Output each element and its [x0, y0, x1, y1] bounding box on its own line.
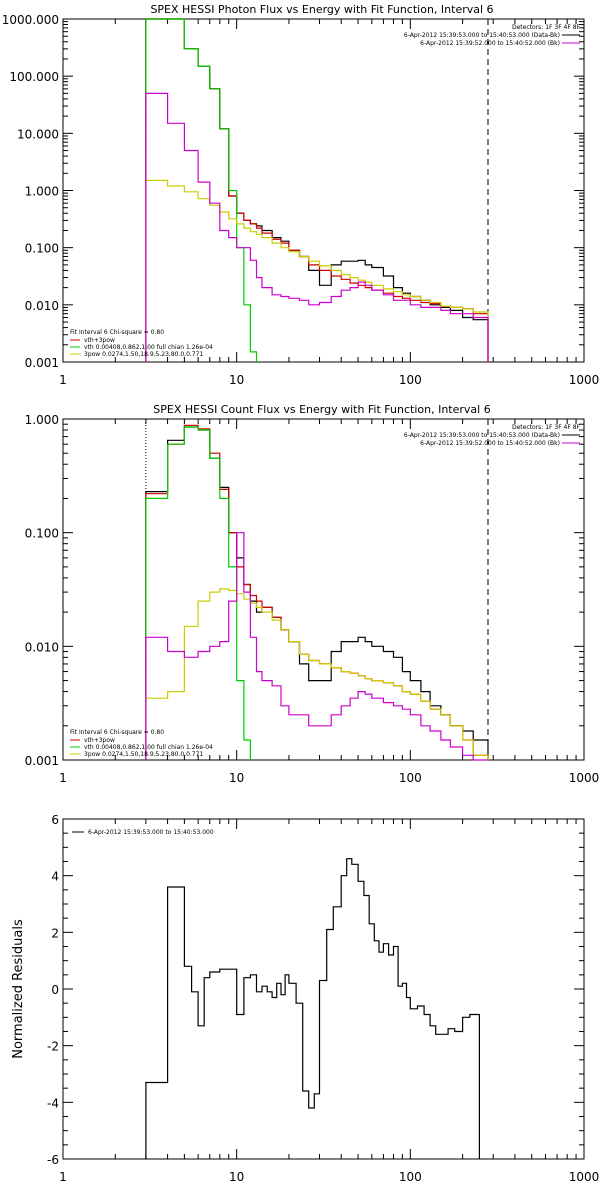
legend-residual: 6-Apr-2012 15:39:53.000 to 15:40:53.000 — [88, 829, 214, 836]
series-line-0 — [145, 18, 489, 362]
panel-2-ytick-label: 0.100 — [25, 527, 59, 541]
series-line-1 — [145, 18, 489, 362]
panel-1-legend-bottom-left: Fit Interval 6 Chi-square = 0.80 vth+3po… — [70, 329, 213, 358]
legend-vth: vth 0.00408,0.862,1.00 full chian 1.26e-… — [84, 344, 213, 351]
panel-3-x-tick-labels: 1 10 100 1000 — [59, 1170, 599, 1184]
panel-3-ytick-label: -4 — [47, 1096, 59, 1110]
series-line-4 — [145, 92, 489, 362]
legend-data-bk: 6-Apr-2012 15:39:53.000 to 15:40:53.000 … — [404, 432, 560, 439]
panel-2-xtick-label: 1 — [59, 771, 67, 785]
panel-1-xtick-label: 1000 — [569, 373, 600, 387]
series-line-4 — [145, 532, 488, 761]
panel-1-ytick-label: 10.000 — [17, 127, 59, 141]
panel-1-xtick-label: 10 — [229, 373, 244, 387]
series-line-0 — [145, 426, 489, 760]
panel-3-y-axis-label: Normalized Residuals — [11, 919, 26, 1059]
legend-detectors: Detectors: 1F 3F 4F 8F — [512, 424, 581, 431]
panel-2-plot-area — [62, 418, 585, 761]
panel-1-ytick-label: 0.100 — [25, 242, 59, 256]
panel-2-xtick-label: 10 — [229, 771, 244, 785]
panel-3-ytick-label: 0 — [51, 983, 59, 997]
panel-3-xtick-label: 1 — [59, 1170, 67, 1184]
panel-2-x-tick-labels: 1 10 100 1000 — [59, 771, 599, 785]
panel-3-ytick-label: -2 — [47, 1040, 59, 1054]
panel-2-series — [145, 419, 489, 761]
panel-2-ticks — [62, 418, 584, 761]
panel-2-ytick-label: 0.010 — [25, 640, 59, 654]
panel-1-series — [145, 18, 489, 362]
panel-3-ytick-label: -6 — [47, 1153, 59, 1167]
legend-bk: 6-Apr-2012 15:39:52.000 to 15:40:52.000 … — [420, 40, 560, 47]
panel-residuals: Normalized Residuals 1 10 100 1000 -6 -4… — [11, 813, 599, 1184]
legend-vth3pow: vth+3pow — [84, 337, 115, 344]
panel-1-y-tick-labels: 0.001 0.010 0.100 1.000 10.000 100.000 1… — [2, 13, 59, 370]
panel-1-title: SPEX HESSI Photon Flux vs Energy with Fi… — [150, 3, 493, 16]
panel-1-xtick-label: 100 — [399, 373, 422, 387]
panel-1-ytick-label: 0.001 — [25, 356, 59, 370]
panel-1-ytick-label: 1000.000 — [2, 13, 59, 27]
panel-3-ytick-label: 4 — [51, 870, 59, 884]
legend-detectors: Detectors: 1F 3F 4F 8F — [512, 24, 581, 31]
panel-3-xtick-label: 100 — [399, 1170, 422, 1184]
panel-3-xtick-label: 1000 — [569, 1170, 600, 1184]
panel-2-y-tick-labels: 0.001 0.010 0.100 1.000 — [25, 413, 59, 768]
panel-1-plot-area — [62, 18, 585, 363]
panel-3-legend: 6-Apr-2012 15:39:53.000 to 15:40:53.000 — [72, 829, 214, 836]
legend-fit-interval: Fit Interval 6 Chi-square = 0.80 — [70, 729, 164, 736]
panel-2-legend-bottom-left: Fit Interval 6 Chi-square = 0.80 vth+3po… — [70, 729, 213, 758]
legend-3pow: 3pow 0.0274,1.50,18.9,5.23,80.0,0.771 — [84, 351, 203, 358]
panel-1-ytick-label: 1.000 — [25, 185, 59, 199]
panel-1-xtick-label: 1 — [59, 373, 67, 387]
panel-3-xtick-label: 10 — [229, 1170, 244, 1184]
panel-3-ytick-label: 2 — [51, 926, 59, 940]
panel-count-flux: SPEX HESSI Count Flux vs Energy with Fit… — [25, 403, 600, 785]
series-line-3 — [145, 588, 489, 760]
legend-data-bk: 6-Apr-2012 15:39:53.000 to 15:40:53.000 … — [404, 32, 560, 39]
legend-bk: 6-Apr-2012 15:39:52.000 to 15:40:52.000 … — [420, 440, 560, 447]
series-line-0 — [145, 858, 480, 1159]
legend-3pow: 3pow 0.0274,1.50,18.9,5.23,80.0,0.771 — [84, 751, 203, 758]
panel-2-xtick-label: 100 — [399, 771, 422, 785]
panel-2-legend-top-right: Detectors: 1F 3F 4F 8F 6-Apr-2012 15:39:… — [404, 424, 581, 447]
panel-1-ytick-label: 0.010 — [25, 299, 59, 313]
panel-3-ticks — [62, 818, 584, 1160]
panel-3-plot-area — [62, 818, 585, 1160]
panel-2-xtick-label: 1000 — [569, 771, 600, 785]
panel-1-legend-top-right: Detectors: 1F 3F 4F 8F 6-Apr-2012 15:39:… — [404, 24, 581, 47]
panel-3-y-tick-labels: -6 -4 -2 0 2 4 6 — [47, 813, 59, 1167]
panel-2-title: SPEX HESSI Count Flux vs Energy with Fit… — [153, 403, 490, 416]
panel-3-ytick-label: 6 — [51, 813, 59, 827]
legend-fit-interval: Fit Interval 6 Chi-square = 0.80 — [70, 329, 164, 336]
panel-1-ytick-label: 100.000 — [9, 70, 59, 84]
panel-2-ytick-label: 0.001 — [25, 754, 59, 768]
panel-1-x-tick-labels: 1 10 100 1000 — [59, 373, 599, 387]
series-line-3 — [145, 179, 489, 362]
panel-3-series — [145, 858, 480, 1159]
series-line-2 — [145, 426, 251, 760]
panel-2-ytick-label: 1.000 — [25, 413, 59, 427]
panel-photon-flux: SPEX HESSI Photon Flux vs Energy with Fi… — [2, 3, 600, 387]
panel-1-ticks — [62, 18, 584, 363]
legend-vth3pow: vth+3pow — [84, 737, 115, 744]
legend-vth: vth 0.00408,0.862,1.00 full chian 1.26e-… — [84, 744, 213, 751]
series-line-2 — [145, 18, 258, 362]
